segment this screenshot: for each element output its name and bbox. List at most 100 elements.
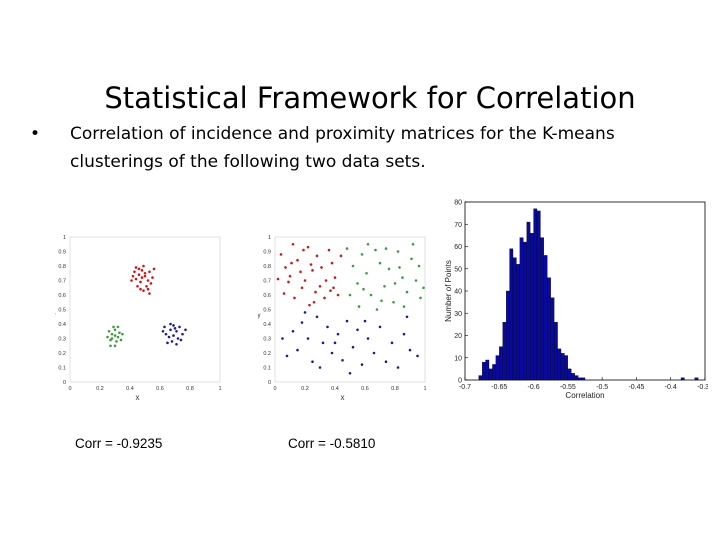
green-point [113,328,117,332]
red-point [339,254,343,258]
blue-point [164,332,168,336]
histogram-bar [543,255,548,381]
green-point [380,299,383,303]
blue-point [285,354,289,358]
red-point [327,248,331,252]
red-point [276,277,280,281]
y-tick-label: 0.3 [58,337,66,343]
histogram-bar [509,248,514,381]
red-point [143,271,147,275]
green-point [107,329,111,333]
histogram-bar [478,375,483,381]
x-tick-label: 1 [423,386,426,392]
x-tick-label: -0.4 [665,384,677,391]
red-point [303,279,307,282]
corr-caption-left: Corr = -0.9235 [75,436,163,451]
blue-point [366,337,370,340]
histogram-bar [516,264,521,381]
histogram-bar [581,377,586,381]
blue-point [336,332,340,336]
green-point [357,305,361,308]
green-point [106,335,109,339]
green-point [362,287,365,291]
histogram-bar [495,355,500,381]
x-tick-label: 0.8 [186,386,194,392]
blue-point [321,341,325,345]
x-tick-label: 0.4 [331,386,339,392]
histogram-bar [533,208,538,381]
green-point [356,282,359,285]
green-point [351,264,355,268]
histogram-bar [680,377,685,381]
blue-point [303,311,307,314]
y-tick-label: 10 [454,355,462,362]
red-point [134,277,138,281]
red-point [296,258,299,262]
x-tick-label: 0.2 [96,386,104,392]
green-point [392,300,395,304]
red-point [136,285,139,288]
plot-frame [69,236,221,383]
red-point [290,261,293,265]
y-tick-label: 80 [454,200,462,207]
histogram-bar [540,237,545,381]
histogram-bar [502,322,507,381]
histogram-bar [505,290,510,381]
y-axis-label: y [55,313,56,319]
blue-point [351,345,355,349]
histogram-bar [512,257,517,381]
green-point [401,276,404,279]
blue-point [333,341,337,345]
blue-point [163,325,166,329]
histogram-bar [557,348,562,381]
blue-point [315,315,319,319]
red-point [149,282,153,285]
blue-point [175,343,178,346]
y-tick-label: 0.2 [263,351,271,357]
blue-point [296,348,299,352]
corr-caption-right: Corr = -0.5810 [288,436,376,451]
green-point [116,335,120,339]
blue-point [179,338,183,342]
y-tick-label: 0.7 [58,279,66,285]
blue-point [402,332,406,336]
red-point [130,279,133,282]
green-point [378,261,382,265]
x-tick-label: 0.6 [361,386,369,392]
histogram-bar [488,368,493,381]
scatter-plot-random: 0 0.1 0.2 0.3 0.4 0.5 0.6 0.7 0.8 0.9 1 0 0.2 0.4 0.6 0… [258,235,427,402]
blue-point [181,332,184,336]
green-point [118,331,121,334]
red-point [146,279,150,282]
red-point [308,303,311,307]
green-point [109,344,112,348]
green-point [398,266,401,269]
plot-frame [274,236,426,383]
y-tick-label: 0.5 [263,308,271,314]
green-point [110,332,114,336]
blue-point [176,337,180,340]
red-point [293,296,296,300]
green-point [115,340,118,343]
blue-point [311,360,314,363]
red-point [315,254,319,258]
blue-point [345,319,349,323]
histogram-bar [560,353,565,381]
red-point [148,292,151,295]
y-tick-label: 0 [458,378,462,385]
red-point [134,266,138,269]
y-tick-label: 0.2 [58,351,66,357]
red-point [142,264,145,268]
green-point [410,257,413,261]
histogram-bar [519,237,524,381]
histogram-bar [564,355,569,381]
blue-point [172,324,175,327]
x-tick-label: -0.55 [560,384,576,391]
y-tick-label: 0.9 [263,250,271,256]
green-point [393,282,397,285]
red-point [137,267,141,271]
red-point [330,261,334,265]
green-point [402,305,406,308]
histogram-bar [550,297,555,381]
red-point [302,248,305,252]
